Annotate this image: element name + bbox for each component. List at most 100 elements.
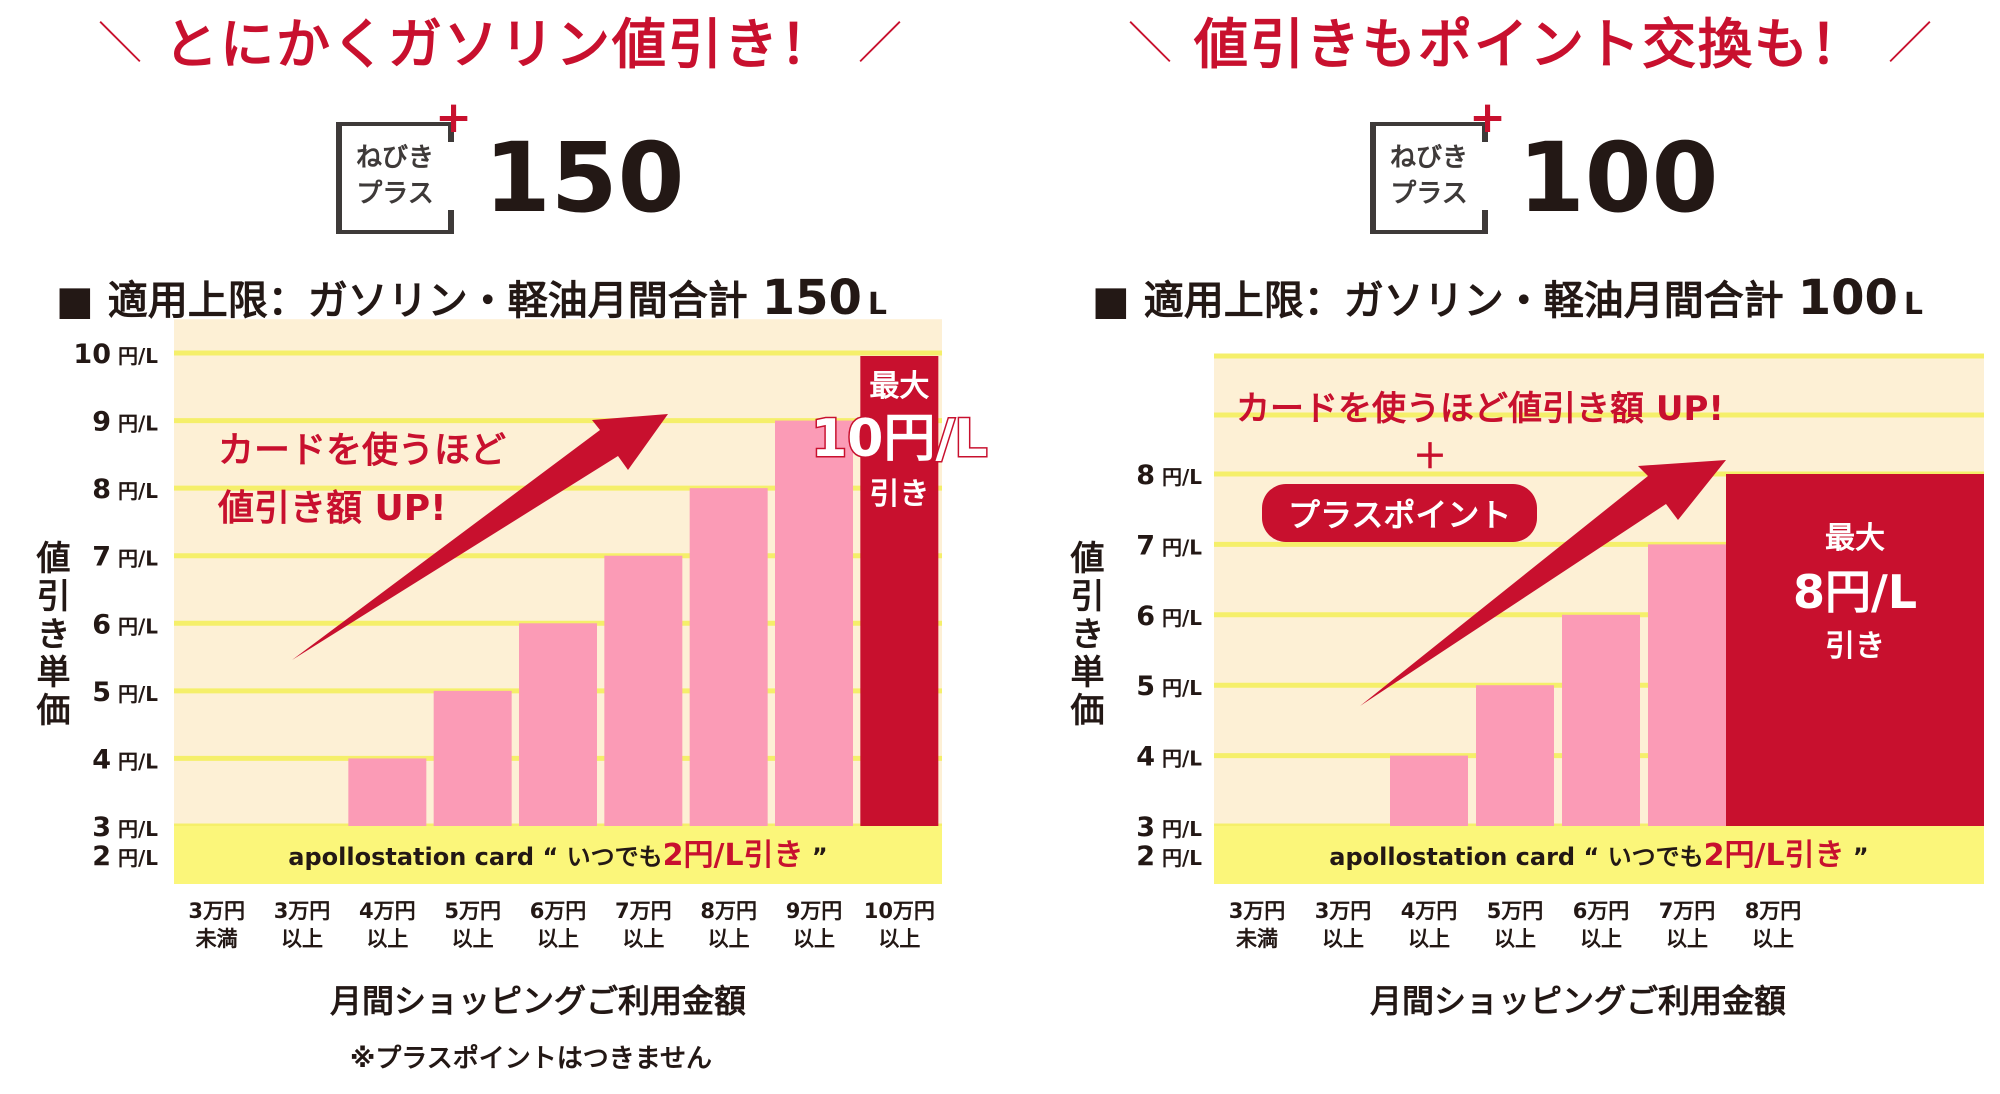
x-tick-label: 5万円	[1487, 899, 1544, 923]
bar	[1648, 544, 1726, 826]
base-band	[1214, 826, 1984, 884]
right-logo: + ねびき プラス 100	[1370, 92, 1719, 248]
trend-arrow	[1360, 460, 1726, 706]
left-panel: ＼ とにかくガソリン値引き！ ／ + ねびき プラス 150 ■ 適用上限：ガソ…	[0, 4, 1000, 1075]
left-chart: 2 円/L3 円/L 4 円/L 5 円/L 6 円/L 7 円/L 8 円/L 9 円/L…	[73, 319, 989, 951]
logo-text-1: ねびき	[355, 143, 434, 173]
y-tick-label: 3 円/L	[1136, 812, 1202, 843]
bar	[1562, 614, 1640, 826]
max-label-bottom: 引き	[1825, 629, 1885, 664]
plus-icon: +	[435, 92, 472, 143]
y-tick-label: 5 円/L	[1136, 671, 1202, 702]
x-tick-label: 以上	[452, 927, 494, 951]
right-headline: ＼ 値引きもポイント交換も！ ／	[1030, 4, 2000, 76]
x-tick-label: 以上	[793, 927, 835, 951]
arrow-text-2: 値引き額 UP!	[217, 488, 447, 529]
y-tick-label: 6 円/L	[92, 609, 158, 640]
x-tick-label: 以上	[1580, 927, 1622, 951]
max-label-value: 10円/L	[811, 409, 988, 469]
x-tick-label: 3万円	[188, 899, 245, 923]
x-tick-label: 10万円	[864, 899, 935, 923]
x-tick-label: 以上	[1666, 927, 1708, 951]
max-label-value: 8円/L	[1793, 565, 1917, 619]
left-x-axis-title: 月間ショッピングご利用金額	[330, 982, 747, 1020]
x-tick-label: 以上	[878, 927, 920, 951]
logo-text-2: プラス	[1390, 179, 1468, 209]
x-tick-label: 以上	[1322, 927, 1364, 951]
limit-value: 150	[761, 270, 862, 326]
x-tick-label: 8万円	[700, 899, 757, 923]
bar	[775, 420, 853, 826]
base-band-text: apollostation card “ いつでも2円/L引き ”	[1329, 838, 1868, 873]
y-tick-label: 9 円/L	[92, 407, 158, 438]
bar	[1476, 685, 1554, 826]
right-x-axis-title: 月間ショッピングご利用金額	[1370, 982, 1787, 1020]
bar	[1726, 474, 1984, 826]
max-label-top: 最大	[1825, 521, 1885, 556]
y-tick-label: 2 円/L	[92, 841, 158, 872]
bar	[1390, 755, 1468, 826]
x-tick-label: 4万円	[359, 899, 416, 923]
right-chart: 2 円/L3 円/L 4 円/L 5 円/L 6 円/L 7 円/L 8 円/L 3万円未満…	[1136, 353, 1984, 951]
bar	[604, 555, 683, 826]
x-tick-label: 9万円	[786, 899, 843, 923]
nebiki-plus-logo: + ねびき プラス	[1370, 92, 1506, 234]
y-tick-label: 5 円/L	[92, 677, 158, 708]
nebiki-plus-logo: + ねびき プラス	[336, 92, 472, 234]
x-tick-label: 以上	[537, 927, 579, 951]
x-tick-label: 7万円	[615, 899, 672, 923]
x-tick-label: 5万円	[444, 899, 501, 923]
limit-unit: L	[867, 287, 888, 322]
left-logo: + ねびき プラス 150	[336, 92, 685, 248]
x-tick-label: 3万円	[1315, 899, 1372, 923]
plus-point-badge: プラスポイント	[1262, 484, 1538, 542]
y-tick-label: 4 円/L	[1136, 742, 1202, 773]
y-tick-label: 7 円/L	[92, 542, 158, 573]
x-tick-label: 以上	[366, 927, 408, 951]
logo-number: 150	[484, 122, 685, 234]
x-tick-label: 未満	[196, 927, 238, 951]
arrow-text-1: カードを使うほど値引き額 UP!	[1236, 389, 1724, 429]
right-y-axis-title: 値引き単価	[1064, 540, 1104, 730]
right-limit-line: ■ 適用上限：ガソリン・軽油月間合計 100 L	[1092, 268, 1923, 326]
limit-value: 100	[1797, 270, 1898, 326]
left-y-axis-title: 値引き単価	[30, 540, 70, 730]
y-tick-label: 7 円/L	[1136, 530, 1202, 561]
bar	[348, 758, 427, 826]
x-tick-label: 3万円	[274, 899, 331, 923]
x-tick-label: 4万円	[1401, 899, 1458, 923]
x-tick-label: 以上	[1752, 927, 1794, 951]
x-tick-label: 以上	[1408, 927, 1450, 951]
trend-arrow	[292, 414, 668, 660]
logo-number: 100	[1518, 122, 1719, 234]
right-panel: ＼ 値引きもポイント交換も！ ／ + ねびき プラス 100 ■ 適用上限：ガソ…	[1030, 0, 2000, 1094]
x-tick-label: 以上	[708, 927, 750, 951]
left-headline-text: とにかくガソリン値引き！	[164, 12, 836, 76]
max-label-bottom: 引き	[869, 477, 929, 512]
y-tick-label: 8 円/L	[92, 474, 158, 505]
plus-icon: +	[1469, 92, 1506, 143]
y-tick-label: 4 円/L	[92, 744, 158, 775]
y-tick-label: 8 円/L	[1136, 460, 1202, 491]
y-tick-label: 3 円/L	[92, 812, 158, 843]
plus-sign: ＋	[1413, 437, 1447, 477]
bar	[433, 690, 512, 826]
y-tick-label: 2 円/L	[1136, 841, 1202, 872]
left-note: ※プラスポイントはつきません	[350, 1044, 712, 1074]
left-headline: ＼ とにかくガソリン値引き！ ／	[0, 4, 1000, 76]
x-tick-label: 6万円	[1573, 899, 1630, 923]
y-tick-label: 10 円/L	[73, 339, 158, 370]
arrow-text-1: カードを使うほど	[218, 430, 506, 471]
base-band	[174, 826, 942, 884]
x-tick-label: 以上	[622, 927, 664, 951]
max-label-top: 最大	[869, 369, 929, 404]
bar	[860, 356, 939, 826]
x-tick-label: 8万円	[1745, 899, 1802, 923]
bar	[689, 488, 768, 826]
logo-text-2: プラス	[356, 179, 434, 209]
x-tick-label: 6万円	[530, 899, 587, 923]
x-tick-label: 以上	[1494, 927, 1536, 951]
x-tick-label: 未満	[1236, 927, 1278, 951]
x-tick-label: 3万円	[1229, 899, 1286, 923]
